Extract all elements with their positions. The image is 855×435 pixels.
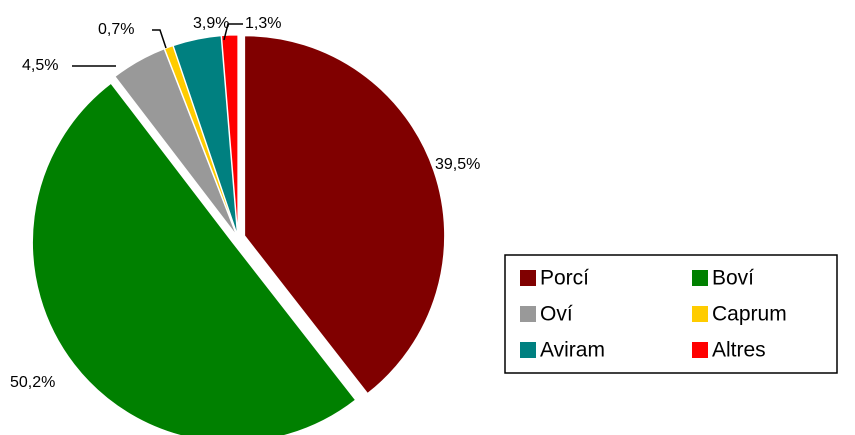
legend-label: Altres [712,339,766,362]
legend-swatch [520,270,536,286]
pie-slice [172,35,238,236]
legend-swatch [520,342,536,358]
legend-label: Aviram [540,339,605,362]
data-label: 4,5% [22,57,58,74]
data-label: 50,2% [10,374,55,391]
legend-label: Caprum [712,303,787,326]
legend-swatch [692,306,708,322]
data-label: 0,7% [98,21,134,38]
legend-label: Porcí [540,267,589,290]
legend: Porcí Boví Oví Caprum Aviram Altres [520,267,787,362]
pie-slice [114,48,237,236]
legend-swatch [692,342,708,358]
data-label: 1,3% [245,15,281,32]
pie-slice [31,82,357,435]
data-label: 39,5% [435,156,480,173]
pie-slice [244,35,446,395]
pie-slice [221,34,239,236]
data-label: 3,9% [193,15,229,32]
legend-box [504,254,838,374]
legend-label: Boví [712,267,754,290]
legend-swatch [692,270,708,286]
legend-swatch [520,306,536,322]
leader-line [152,29,167,49]
leader-line [223,23,243,41]
legend-label: Oví [540,303,573,326]
